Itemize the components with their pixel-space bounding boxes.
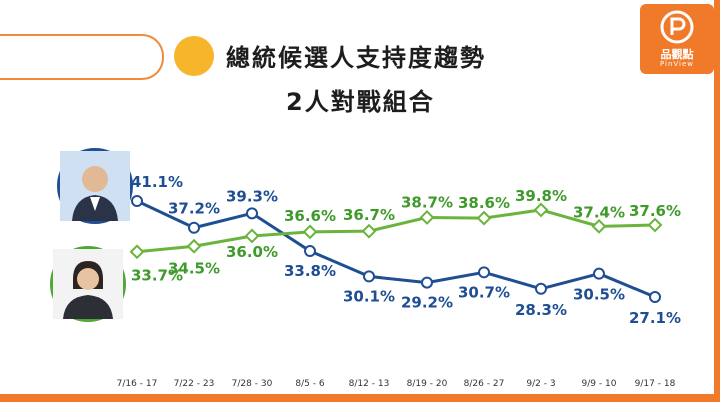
x-tick-label: 9/9 - 10 <box>582 379 617 389</box>
data-point-marker <box>647 217 663 233</box>
series-line-1 <box>136 199 656 299</box>
data-label: 41.1% <box>131 173 183 191</box>
pinview-logo: 品觀點 PinView <box>640 4 714 74</box>
logo-subtext: PinView <box>659 60 695 68</box>
data-point-marker <box>361 223 377 239</box>
data-point-marker <box>591 218 607 234</box>
data-point-marker <box>533 202 549 218</box>
data-label: 37.6% <box>629 202 681 220</box>
data-label: 36.0% <box>226 243 278 261</box>
x-tick-label: 8/26 - 27 <box>464 379 505 389</box>
data-point-marker <box>246 207 258 220</box>
data-label: 29.2% <box>401 294 453 312</box>
data-label: 37.2% <box>168 200 220 218</box>
title-dot <box>174 36 214 76</box>
logo-name: 品觀點 <box>660 48 694 61</box>
data-point-marker <box>476 210 492 226</box>
data-label: 36.7% <box>343 206 395 224</box>
data-point-marker <box>363 270 375 283</box>
data-label: 36.6% <box>284 207 336 225</box>
data-label: 33.8% <box>284 262 336 280</box>
data-point-marker <box>593 267 605 280</box>
title-frame <box>0 34 164 80</box>
data-point-marker <box>649 291 661 303</box>
x-tick-label: 7/16 - 17 <box>117 379 158 389</box>
pinview-logo-icon <box>660 10 694 44</box>
x-tick-label: 9/17 - 18 <box>635 379 676 389</box>
series-line-2 <box>136 208 656 254</box>
data-label: 33.7% <box>131 267 183 285</box>
data-label: 30.7% <box>458 283 510 301</box>
data-point-marker <box>421 276 433 289</box>
data-label: 28.3% <box>515 301 567 319</box>
data-point-marker <box>244 228 260 244</box>
data-point-marker <box>535 282 547 295</box>
data-label: 30.1% <box>343 287 395 305</box>
data-point-marker <box>302 224 318 240</box>
data-point-marker <box>188 221 200 234</box>
data-label: 34.5% <box>168 259 220 277</box>
data-point-marker <box>304 245 316 258</box>
x-tick-label: 8/12 - 13 <box>349 379 390 389</box>
x-tick-label: 7/28 - 30 <box>232 379 273 389</box>
candidate-avatar-green <box>50 246 126 322</box>
candidate-portrait-icon <box>53 249 123 319</box>
data-point-marker <box>478 266 490 279</box>
x-tick-label: 7/22 - 23 <box>174 379 215 389</box>
data-label: 39.8% <box>515 187 567 205</box>
data-label: 30.5% <box>573 286 625 304</box>
right-accent-bar <box>714 0 720 402</box>
data-label: 39.3% <box>226 187 278 205</box>
bottom-accent-bar <box>0 394 720 402</box>
data-label: 37.4% <box>573 203 625 221</box>
data-point-marker <box>131 195 143 207</box>
chart-subtitle: 2人對戰組合 <box>286 88 435 116</box>
data-point-marker <box>419 210 435 225</box>
candidate-avatar-blue <box>57 148 133 224</box>
candidate-portrait-icon <box>60 151 130 221</box>
x-tick-label: 9/2 - 3 <box>526 379 555 389</box>
data-label: 38.6% <box>458 194 510 212</box>
data-label: 27.1% <box>629 309 681 327</box>
x-tick-label: 8/5 - 6 <box>295 379 324 389</box>
data-point-marker <box>129 244 145 260</box>
chart-title: 總統候選人支持度趨勢 <box>226 44 486 72</box>
data-label: 38.7% <box>401 193 453 211</box>
x-tick-label: 8/19 - 20 <box>407 379 448 389</box>
data-point-marker <box>186 238 202 254</box>
